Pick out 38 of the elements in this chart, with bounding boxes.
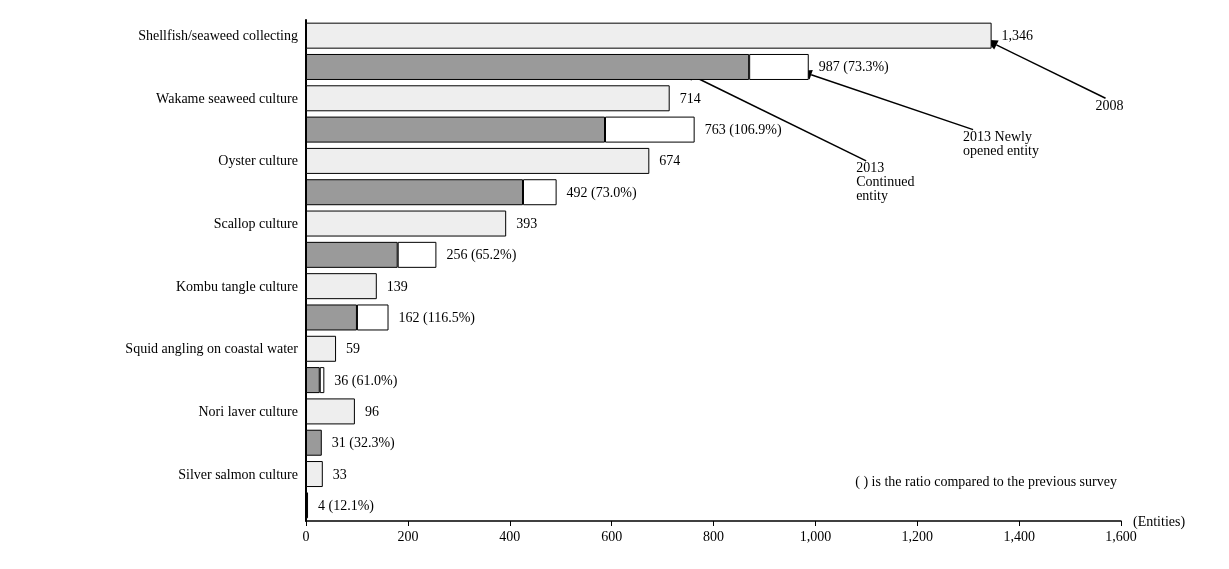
- data-label: 393: [516, 216, 538, 232]
- y-tick-label: Scallop culture: [213, 216, 298, 232]
- total-label: 987 (73.3%): [818, 59, 890, 76]
- x-tick-label: 800: [703, 528, 724, 544]
- x-tick-label: 1,200: [901, 528, 933, 544]
- y-tick-label: Silver salmon culture: [178, 466, 298, 482]
- total-label: 763 (106.9%): [704, 122, 782, 139]
- y-tick-label: Wakame seaweed culture: [156, 90, 298, 106]
- total-label: 256 (65.2%): [446, 247, 517, 264]
- data-label: 96: [364, 403, 379, 419]
- x-axis-title: (Entities): [1133, 513, 1186, 530]
- data-label: 59: [346, 341, 361, 357]
- y-tick-label: Nori laver culture: [198, 403, 298, 419]
- x-tick-label: 0: [302, 528, 310, 544]
- y-tick-label: Kombu tangle culture: [175, 278, 298, 294]
- data-label: 139: [386, 278, 408, 294]
- text: 2013 Newly opened entity: [963, 129, 1039, 159]
- annotation: ( ) is the ratio compared to the previous survey: [855, 473, 1117, 490]
- text: 2008: [1095, 97, 1124, 113]
- data-label: 714: [679, 90, 701, 106]
- x-tick-label: 1,000: [799, 528, 832, 544]
- total-label: 4 (12.1%): [318, 497, 375, 514]
- x-tick-label: 1,600: [1105, 528, 1137, 544]
- data-label: 674: [659, 153, 681, 169]
- total-label: 31 (32.3%): [331, 435, 396, 452]
- total-label: 36 (61.0%): [334, 372, 398, 389]
- x-tick-label: 600: [601, 528, 623, 544]
- y-tick-label: Shellfish/seaweed collecting: [138, 28, 298, 44]
- text: 2013 Continued entity: [856, 160, 918, 204]
- data-label: 33: [332, 466, 347, 482]
- data-label: 1,346: [1001, 28, 1034, 44]
- total-label: 162 (116.5%): [398, 309, 476, 326]
- total-label: 492 (73.0%): [566, 184, 637, 201]
- x-tick-label: 1,400: [1003, 528, 1035, 544]
- y-tick-label: Squid angling on coastal water: [125, 341, 299, 357]
- y-tick-label: Oyster culture: [218, 153, 298, 169]
- x-tick-label: 200: [397, 528, 419, 544]
- x-tick-label: 400: [499, 528, 521, 544]
